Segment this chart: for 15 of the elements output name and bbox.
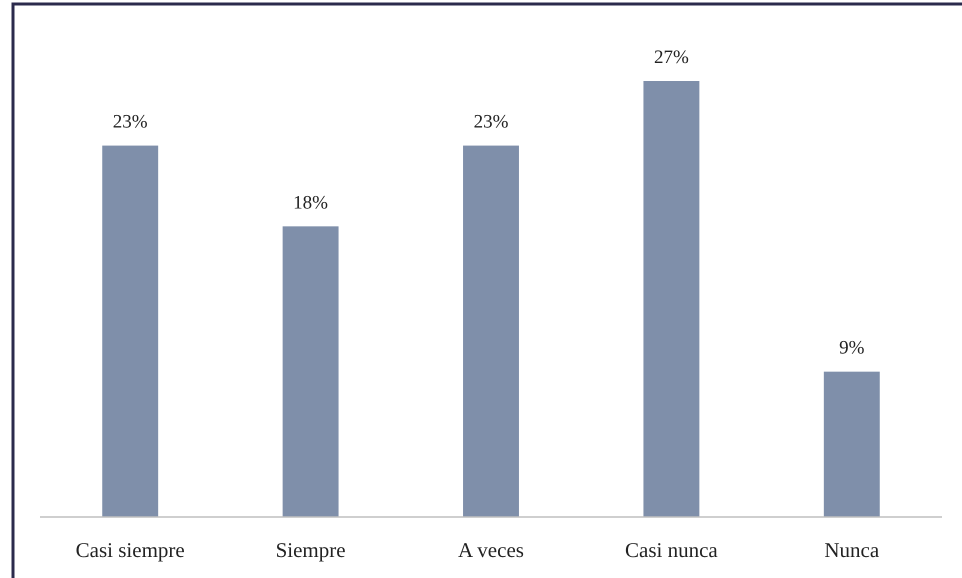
bar — [102, 146, 158, 517]
x-tick-label: Casi nunca — [625, 538, 718, 562]
bar — [643, 81, 700, 517]
x-tick-label: Siempre — [276, 538, 346, 562]
data-label: 18% — [293, 192, 328, 214]
x-tick-label: Casi siempre — [76, 538, 185, 562]
data-label: 23% — [112, 112, 148, 133]
bar — [282, 226, 339, 517]
data-label: 27% — [654, 47, 689, 68]
data-label: 23% — [474, 112, 509, 133]
x-tick-label: A veces — [458, 538, 524, 562]
x-tick-label: Nunca — [824, 538, 880, 562]
data-label: 9% — [839, 338, 865, 359]
bar — [824, 372, 880, 517]
bar — [463, 146, 519, 517]
